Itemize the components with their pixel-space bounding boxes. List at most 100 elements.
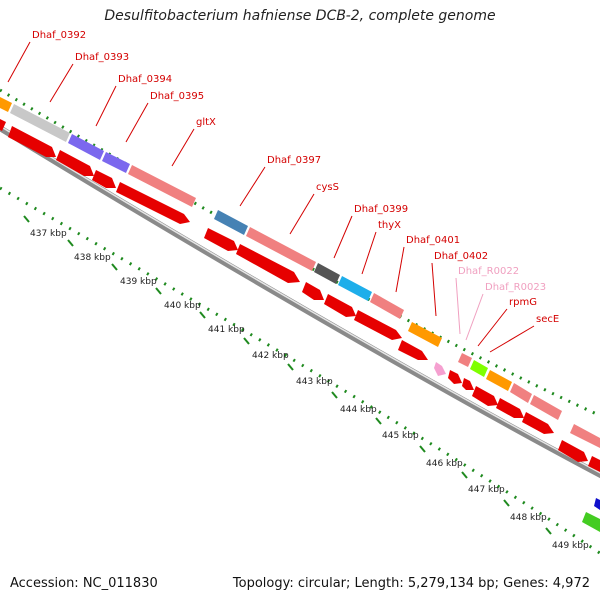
- label-leader-9: [361, 231, 377, 275]
- gene-orange-dhaf-0402[interactable]: [408, 322, 442, 347]
- gene-pink-gltx[interactable]: [128, 165, 196, 207]
- gene-label-8[interactable]: Dhaf_0399: [354, 204, 408, 215]
- label-leader-15: [489, 325, 535, 353]
- cds-arrow-15[interactable]: [496, 398, 524, 418]
- label-leader-12: [455, 277, 461, 335]
- scale-tick-4: [155, 287, 162, 295]
- cds-arrow-10[interactable]: [354, 310, 402, 340]
- gene-label-6[interactable]: Dhaf_0397: [267, 155, 321, 166]
- scale-tick-13: [545, 527, 552, 535]
- cds-arrow-13[interactable]: [462, 378, 474, 390]
- scale-tick-3: [111, 263, 118, 271]
- scale-tick-12: [503, 499, 510, 507]
- forward-strand-features: [0, 96, 600, 448]
- gene-pink-small[interactable]: [458, 353, 472, 367]
- gene-label-7[interactable]: cysS: [316, 182, 339, 193]
- rna-arrow-pink[interactable]: [434, 362, 446, 376]
- gene-pink-dhaf-0401[interactable]: [370, 293, 404, 319]
- gene-label-13[interactable]: Dhaf_R0023: [485, 282, 546, 293]
- scale-label-13: 449 kbp: [552, 541, 589, 551]
- cds-arrow-4[interactable]: [92, 170, 116, 188]
- cds-arrow-3[interactable]: [56, 150, 94, 176]
- gene-label-12[interactable]: Dhaf_R0022: [458, 266, 519, 277]
- scale-label-4: 440 kbp: [164, 301, 201, 311]
- gene-label-15[interactable]: secE: [536, 314, 559, 325]
- scale-tick-11: [461, 471, 468, 479]
- gene-label-layer: Dhaf_0392 Dhaf_0393 Dhaf_0394 Dhaf_0395 gltX…: [7, 30, 559, 353]
- label-leader-6: [239, 166, 266, 207]
- label-leader-14: [477, 308, 508, 347]
- scale-ticks: [23, 215, 552, 535]
- scale-label-2: 438 kbp: [74, 253, 111, 263]
- label-leader-4: [125, 102, 149, 143]
- gene-pink-c[interactable]: [570, 424, 600, 448]
- scale-label-7: 443 kbp: [296, 377, 333, 387]
- scale-tick-2: [67, 239, 74, 247]
- scale-tick-7: [287, 363, 294, 371]
- gene-blue-low[interactable]: [594, 498, 600, 510]
- cds-arrow-14[interactable]: [472, 386, 498, 406]
- gene-pink-b[interactable]: [530, 395, 562, 420]
- cds-arrow-17[interactable]: [558, 440, 588, 462]
- gene-darkgray-dhaf-0399[interactable]: [314, 263, 340, 284]
- cds-arrow-7[interactable]: [236, 244, 300, 283]
- cds-arrow-5[interactable]: [116, 182, 190, 224]
- gene-label-11[interactable]: Dhaf_0402: [434, 251, 488, 262]
- gene-steelblue-dhaf-0397[interactable]: [214, 210, 248, 235]
- cds-arrow-9[interactable]: [324, 294, 356, 317]
- scale-tick-6: [243, 337, 250, 345]
- scale-label-11: 447 kbp: [468, 485, 505, 495]
- gene-label-3[interactable]: Dhaf_0394: [118, 74, 172, 85]
- cds-arrow-18[interactable]: [588, 456, 600, 472]
- scale-tick-5: [199, 311, 206, 319]
- gene-label-4[interactable]: Dhaf_0395: [150, 91, 204, 102]
- label-leader-10: [395, 246, 405, 293]
- label-leader-3: [95, 85, 117, 127]
- gene-purple-dhaf-0394[interactable]: [68, 134, 104, 160]
- genome-backbone-highlight: [0, 125, 600, 474]
- gene-orange-1[interactable]: [0, 96, 12, 112]
- cds-arrow-12[interactable]: [448, 370, 462, 384]
- gene-label-10[interactable]: Dhaf_0401: [406, 235, 460, 246]
- gene-label-1[interactable]: Dhaf_0392: [32, 30, 86, 41]
- inner-scale-line: [0, 186, 600, 556]
- gene-pink-cyss[interactable]: [246, 227, 316, 271]
- label-leader-7: [289, 193, 315, 235]
- cds-arrow-11[interactable]: [398, 340, 428, 360]
- scale-label-3: 439 kbp: [120, 277, 157, 287]
- gene-green-rpmg[interactable]: [470, 360, 488, 377]
- label-leader-13: [465, 293, 484, 341]
- label-leader-8: [333, 215, 353, 259]
- scale-tick-9: [375, 417, 382, 425]
- cds-arrow-6[interactable]: [204, 228, 238, 251]
- label-leader-5: [171, 128, 195, 167]
- scale-label-8: 444 kbp: [340, 405, 377, 415]
- gene-pink-a[interactable]: [510, 383, 532, 403]
- scale-tick-1: [23, 215, 30, 223]
- scale-tick-10: [419, 445, 426, 453]
- cds-arrow-16[interactable]: [522, 412, 554, 434]
- scale-tick-labels: 437 kbp 438 kbp 439 kbp 440 kbp 441 kbp 442 k…: [30, 229, 589, 551]
- gene-gray-dhaf-0393[interactable]: [10, 104, 70, 142]
- scale-label-1: 437 kbp: [30, 229, 67, 239]
- gene-label-14[interactable]: rpmG: [509, 297, 537, 308]
- genome-summary-text: Topology: circular; Length: 5,279,134 bp…: [232, 576, 590, 591]
- gene-label-9[interactable]: thyX: [378, 220, 401, 231]
- gene-label-2[interactable]: Dhaf_0393: [75, 52, 129, 63]
- label-leader-2: [49, 63, 74, 103]
- gene-label-5[interactable]: gltX: [196, 117, 216, 128]
- cds-arrow-2[interactable]: [8, 126, 56, 157]
- gene-cyan-thyx[interactable]: [338, 276, 372, 301]
- gene-purple-dhaf-0395[interactable]: [102, 152, 130, 173]
- accession-text: Accession: NC_011830: [10, 576, 158, 591]
- cds-arrow-1[interactable]: [0, 118, 6, 131]
- scale-label-12: 448 kbp: [510, 513, 547, 523]
- cds-arrow-8[interactable]: [302, 282, 324, 300]
- scale-label-5: 441 kbp: [208, 325, 245, 335]
- gene-green-low[interactable]: [582, 512, 600, 532]
- gene-orange-sece[interactable]: [486, 370, 512, 391]
- reverse-strand-features: [0, 118, 600, 532]
- scale-label-9: 445 kbp: [382, 431, 419, 441]
- map-title: Desulfitobacterium hafniense DCB-2, comp…: [104, 8, 496, 24]
